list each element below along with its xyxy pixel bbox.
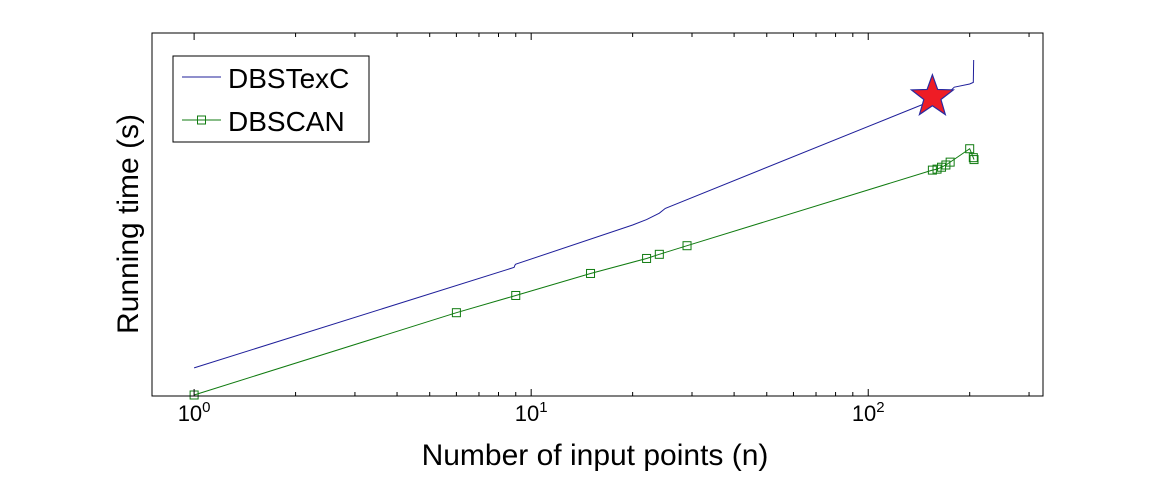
legend-label-dbstexc: DBSTexC bbox=[228, 63, 349, 94]
data-point-dbscan bbox=[969, 155, 979, 165]
legend-label-dbscan: DBSCAN bbox=[228, 106, 345, 137]
data-point-dbscan bbox=[511, 290, 521, 300]
tick-layer: 100 101 102 bbox=[178, 33, 1030, 426]
legend-box bbox=[172, 55, 370, 143]
data-point-dbscan bbox=[945, 157, 955, 167]
x-tick-label-base: 10 bbox=[515, 401, 539, 426]
data-point-dbscan bbox=[682, 241, 692, 251]
x-tick-label-exponent: 1 bbox=[539, 399, 547, 416]
series-line-dbstexc bbox=[193, 60, 975, 369]
x-axis-label: Number of input points (n) bbox=[422, 439, 769, 472]
x-tick-label-base: 10 bbox=[178, 401, 202, 426]
y-axis-label: Running time (s) bbox=[112, 114, 145, 334]
x-tick-label: 100 bbox=[178, 399, 211, 426]
data-point-dbscan bbox=[586, 268, 596, 278]
annotation-layer bbox=[909, 72, 955, 116]
x-tick-label-base: 10 bbox=[852, 401, 876, 426]
data-point-dbscan bbox=[642, 253, 652, 263]
data-point-dbscan bbox=[927, 165, 937, 175]
x-tick-label: 101 bbox=[515, 399, 548, 426]
series-layer bbox=[189, 60, 979, 400]
star-marker bbox=[909, 72, 955, 116]
data-point-dbscan bbox=[965, 144, 975, 154]
series-line-dbscan bbox=[193, 147, 975, 396]
axes-box bbox=[151, 32, 1044, 397]
data-point-dbscan bbox=[932, 164, 942, 174]
x-tick-label-exponent: 0 bbox=[202, 399, 210, 416]
x-tick-label-exponent: 2 bbox=[876, 399, 884, 416]
data-point-dbscan bbox=[451, 308, 461, 318]
x-tick-label: 102 bbox=[852, 399, 885, 426]
legend: DBSTexC DBSCAN bbox=[172, 55, 370, 143]
data-point-dbscan bbox=[654, 249, 664, 259]
legend-marker-dbscan bbox=[197, 115, 206, 125]
data-point-dbscan bbox=[968, 153, 978, 163]
